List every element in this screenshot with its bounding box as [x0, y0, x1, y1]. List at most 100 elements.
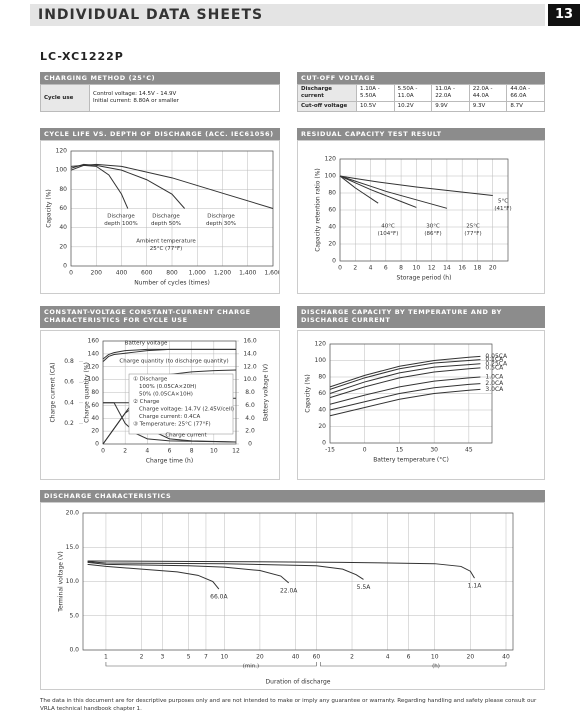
x-tick-label: 10	[210, 448, 218, 455]
x-tick-label: 30	[430, 447, 438, 454]
annotation: (min.)	[243, 664, 259, 670]
x-tick-label: 200	[91, 270, 103, 277]
annotation: (86°F)	[424, 231, 441, 237]
cell: 10.2V	[393, 101, 433, 112]
x-tick-label: 14	[443, 265, 451, 272]
line-series	[87, 560, 475, 579]
header-title: INDIVIDUAL DATA SHEETS	[30, 4, 545, 26]
cell: 44.0A - 66.0A	[506, 84, 545, 102]
cell: 9.9V	[431, 101, 470, 112]
x-axis-label: Battery temperature (°C)	[373, 457, 449, 464]
cutoff-table: Discharge current 1.10A - 5.50A 5.50A - 11…	[297, 84, 545, 112]
series-label: 0.25CA	[485, 360, 508, 367]
section-heading: CUT-OFF VOLTAGE	[297, 72, 545, 84]
y-axis-label: Capacity (%)	[46, 189, 53, 228]
y-tick-label: 20	[318, 423, 326, 430]
cell: Control voltage: 14.5V - 14.9V Initial cu…	[89, 84, 280, 112]
y-tick-label: 40	[328, 224, 336, 231]
annotation: 100% (0.05CA×20H)	[139, 384, 196, 390]
y-tick-label: 100	[88, 376, 100, 383]
y-tick-label: 80	[59, 186, 67, 193]
annotation: (104°F)	[378, 231, 399, 237]
y3-tick-label: 0.6	[64, 379, 74, 386]
y-tick-label: 5.0	[69, 612, 79, 619]
y-axis-label: Terminal voltage (V)	[58, 551, 65, 612]
line-series	[329, 355, 481, 388]
annotation: 25°C	[466, 224, 480, 230]
x-tick-label: 0	[69, 270, 73, 277]
annotation: depth 30%	[206, 221, 236, 227]
line-series	[87, 563, 220, 590]
x-tick-label: -15	[325, 447, 335, 454]
x-tick-label: 1,200	[214, 270, 231, 277]
x-tick-label: 40	[502, 654, 510, 661]
annotation: 5°C	[498, 199, 508, 205]
y-tick-label: 15.0	[66, 544, 80, 551]
annotation: Charge voltage: 14.7V (2.45V/cell)	[139, 407, 234, 413]
y-tick-label: 120	[88, 363, 100, 370]
y-tick-label: 100	[315, 357, 327, 364]
footer: The data in this document are for descri…	[40, 698, 537, 712]
section-heading: CYCLE LIFE VS. DEPTH OF DISCHARGE (ACC. …	[40, 128, 280, 140]
x-tick-label: 15	[396, 447, 404, 454]
x-tick-label: 10	[220, 654, 228, 661]
x-tick-label: 12	[232, 448, 240, 455]
line-series	[329, 388, 481, 417]
line-series	[329, 383, 481, 411]
cell: Discharge current	[297, 84, 357, 102]
annotation: Charge quantity (to discharge quantity)	[119, 359, 228, 365]
x-tick-label: 45	[465, 447, 473, 454]
line-series	[339, 175, 417, 208]
series-label: 0.5CA	[485, 364, 504, 371]
plot-frame	[339, 158, 509, 262]
y-tick-label: 10.0	[66, 578, 80, 585]
x-tick-label: 1,000	[189, 270, 206, 277]
cell: 1.10A - 5.50A	[356, 84, 395, 102]
y-tick-label: 20	[91, 428, 99, 435]
line: Initial current: 8.80A or smaller	[93, 98, 179, 104]
x-tick-label: 20	[467, 654, 475, 661]
x-tick-label: 20	[489, 265, 497, 272]
row: Discharge current 1.10A - 5.50A 5.50A - 11…	[297, 84, 545, 102]
series-label: 1.0CA	[485, 374, 504, 381]
y-tick-label: 40	[91, 415, 99, 422]
x-tick-label: 0	[338, 265, 342, 272]
annotation: (77°F)	[464, 231, 481, 237]
x-tick-label: 3	[160, 654, 164, 661]
annotation: Charge current	[165, 433, 207, 439]
y2-tick-label: 2.0	[245, 428, 255, 435]
y-tick-label: 40	[318, 407, 326, 414]
line-series	[70, 163, 186, 209]
x-axis-label: Storage period (h)	[397, 275, 452, 282]
y3-tick-label: 0.4	[64, 399, 74, 406]
y-axis-label: Charge quantity (%)	[84, 362, 91, 423]
annotation: (41°F)	[494, 206, 511, 212]
plot-frame	[102, 340, 237, 445]
x-tick-label: 4	[369, 265, 373, 272]
cell: Cut-off voltage	[297, 101, 357, 112]
series-label: 5.5A	[357, 584, 372, 591]
annotation: Battery voltage	[125, 341, 168, 347]
annotation: 40°C	[381, 224, 395, 230]
y2-tick-label: 0	[248, 441, 252, 448]
x-tick-label: 8	[399, 265, 403, 272]
line-series	[70, 163, 274, 209]
plot-frame	[82, 512, 514, 651]
x-tick-label: 7	[204, 654, 208, 661]
line-series	[329, 367, 481, 399]
axis-bracket	[105, 662, 507, 667]
y-tick-label: 120	[56, 148, 68, 155]
line: Control voltage: 14.5V - 14.9V	[93, 91, 177, 97]
y-tick-label: 60	[328, 207, 336, 214]
y-tick-label: 0	[322, 440, 326, 447]
series-label: 3.0CA	[485, 386, 504, 393]
line-series	[102, 348, 236, 360]
annotation: ③ Temperature: 25°C (77°F)	[133, 422, 211, 428]
y2-tick-label: 4.0	[245, 415, 255, 422]
x-tick-label: 400	[116, 270, 128, 277]
annotation: depth 100%	[104, 221, 137, 227]
y-tick-label: 40	[59, 224, 67, 231]
series-label: 2.0CA	[485, 380, 504, 387]
